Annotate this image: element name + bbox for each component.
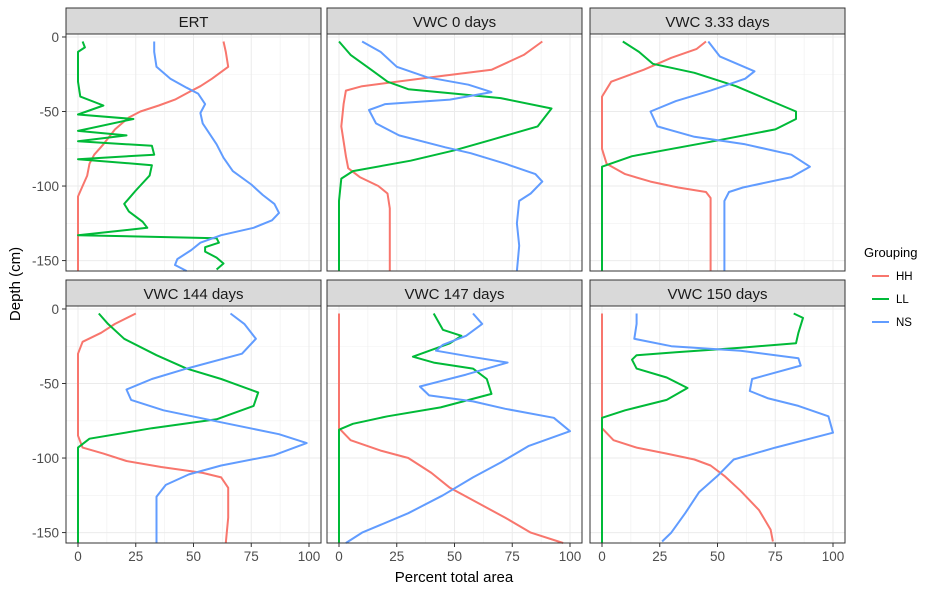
panel-border [589,33,846,272]
y-tick-label: -100 [32,451,59,466]
panel-strip [589,279,846,307]
series-line-ll [601,312,804,543]
series-line-ns [125,312,308,543]
x-tick-label: 0 [598,549,606,564]
series-line-ns [361,40,544,272]
x-tick-label: 25 [128,549,143,564]
y-tick-label: 0 [51,30,59,45]
panel-strip [589,7,846,35]
panel-vwc-150-days: VWC 150 days 0 25 50 75 100 [589,279,846,564]
y-tick-label: -50 [39,377,59,392]
series-line-hh [601,40,712,271]
panel-title: VWC 147 days [404,286,504,303]
series-line-hh [340,40,543,271]
panel-strip [65,279,322,307]
legend-title: Grouping [864,245,917,260]
legend-item-hh: HH [872,271,913,283]
x-tick-label: 50 [186,549,201,564]
y-tick-label: -100 [32,179,59,194]
panel-vwc-3-33-days: VWC 3.33 days [589,7,846,272]
legend-label-ll: LL [896,294,909,306]
series-line-ns [153,41,280,272]
panel-title: ERT [179,14,209,31]
x-tick-label: 75 [244,549,259,564]
y-tick-label: 0 [51,302,59,317]
x-tick-label: 100 [559,549,582,564]
legend-item-ns: NS [872,317,912,329]
legend-label-ns: NS [896,317,912,329]
legend-item-ll: LL [872,294,909,306]
series-line-ns [633,313,834,543]
panel-title: VWC 3.33 days [665,14,769,31]
y-tick-label: -150 [32,254,59,269]
panels: ERT 0 -50 -100 -150 VWC 0 days VWC 3.33 days VW… [32,7,846,564]
series-line-ns [345,312,571,544]
series-line-ll [77,312,260,543]
x-tick-label: 75 [768,549,783,564]
x-tick-label: 75 [505,549,520,564]
panel-strip [326,279,583,307]
panel-title: VWC 0 days [413,14,496,31]
panel-vwc-147-days: VWC 147 days 0 25 50 75 100 [326,279,583,564]
x-tick-label: 100 [298,549,321,564]
x-tick-label: 0 [74,549,82,564]
series-line-hh [601,313,774,542]
panel-vwc-0-days: VWC 0 days [326,7,583,272]
x-axis-title: Percent total area [395,569,514,586]
x-tick-label: 25 [389,549,404,564]
panel-strip [326,7,583,35]
panel-ert: ERT 0 -50 -100 -150 [32,7,322,272]
series-line-ll [77,41,225,271]
x-tick-label: 100 [822,549,845,564]
x-tick-label: 50 [710,549,725,564]
x-tick-label: 25 [652,549,667,564]
legend: Grouping HH LL NS [864,245,917,329]
panel-strip [65,7,322,35]
y-tick-label: -50 [39,105,59,120]
series-line-hh [77,41,230,271]
series-line-hh [338,313,564,544]
x-tick-label: 0 [335,549,343,564]
legend-label-hh: HH [896,271,913,283]
y-axis-title: Depth (cm) [7,247,24,321]
series-line-hh [77,312,230,544]
series-line-ns [649,40,811,271]
series-line-ll [601,40,797,271]
series-line-ll [338,40,553,271]
panel-vwc-144-days: VWC 144 days 0 -50 -100 -150 0 25 50 75 100 [32,279,322,564]
panel-border [326,33,583,272]
panel-border [65,33,322,272]
panel-title: VWC 144 days [143,286,243,303]
panel-title: VWC 150 days [667,286,767,303]
y-tick-label: -150 [32,526,59,541]
x-tick-label: 50 [447,549,462,564]
